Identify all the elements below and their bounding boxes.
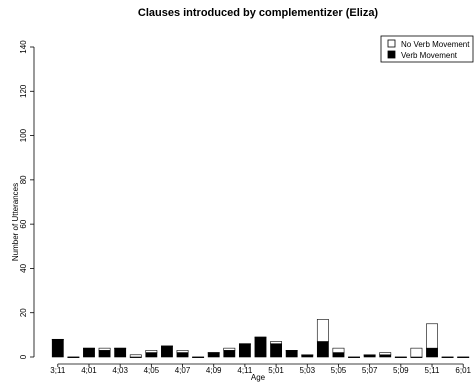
bar-verb-movement (223, 350, 236, 358)
x-tick-label: 4;11 (237, 366, 253, 375)
bar-no-verb-movement (363, 354, 376, 356)
x-tick-label: 4;05 (144, 366, 160, 375)
x-axis: 3;11 4;01 4;03 4;05 4;07 4;09 4;11 5;01 5;03 5;05… (50, 363, 472, 375)
x-tick-label: 5;11 (425, 366, 441, 375)
y-tick-label: 40 (19, 263, 28, 272)
bar-no-verb-movement (83, 347, 95, 350)
bar-no-verb-movement (270, 341, 283, 345)
bar-no-verb-movement (301, 354, 314, 356)
bar-no-verb-movement (410, 347, 423, 358)
y-tick-label: 0 (19, 354, 28, 359)
y-tick-label: 140 (19, 40, 28, 54)
bar-verb-movement (270, 343, 283, 358)
y-tick-label: 80 (19, 175, 28, 184)
bar-no-verb-movement (254, 336, 267, 338)
y-tick-label: 120 (19, 84, 28, 98)
y-tick-label: 60 (19, 219, 28, 228)
bars (51, 319, 470, 358)
legend-box (380, 35, 474, 63)
x-tick-label: 4;01 (81, 366, 97, 375)
bar-no-verb-movement (426, 323, 438, 349)
x-tick-label: 4;09 (206, 366, 222, 375)
bar-verb-movement (176, 352, 189, 358)
bar-verb-movement (51, 338, 64, 358)
bar-verb-movement (238, 343, 251, 358)
x-tick-label: 5;03 (299, 366, 315, 375)
bar-no-verb-movement (316, 319, 329, 342)
bar-verb-movement (114, 347, 127, 358)
legend-swatch (387, 50, 396, 59)
bar-verb-movement (285, 350, 298, 358)
y-tick-label: 100 (19, 128, 28, 142)
bar-no-verb-movement (98, 347, 111, 351)
legend-label: No Verb Movement (401, 40, 470, 49)
bar-no-verb-movement (441, 356, 454, 358)
x-tick-label: 4;07 (175, 366, 191, 375)
bar-no-verb-movement (192, 356, 205, 358)
y-tick-label: 20 (19, 308, 28, 317)
legend-swatch (387, 39, 396, 48)
bar-no-verb-movement (161, 345, 173, 347)
bar-no-verb-movement (207, 352, 220, 354)
bar-verb-movement (254, 336, 267, 358)
x-axis-label: Age (251, 373, 266, 382)
legend-label: Verb Movement (401, 51, 458, 60)
x-tick-label: 4;03 (112, 366, 128, 375)
bar-no-verb-movement (394, 356, 407, 358)
bar-no-verb-movement (176, 350, 189, 353)
bar-verb-movement (98, 350, 111, 358)
bar-no-verb-movement (379, 352, 392, 356)
bar-verb-movement (83, 347, 95, 358)
bar-no-verb-movement (51, 338, 64, 341)
bar-no-verb-movement (223, 347, 236, 351)
bar-no-verb-movement (67, 356, 80, 358)
x-tick-label: 6;01 (455, 366, 471, 375)
bar-no-verb-movement (348, 356, 360, 358)
bar-verb-movement (379, 354, 392, 358)
bar-verb-movement (426, 347, 438, 358)
bar-no-verb-movement (332, 347, 345, 353)
x-tick-label: 3;11 (50, 366, 66, 375)
x-tick-label: 5;05 (331, 366, 347, 375)
chart-title: Clauses introduced by complementizer (El… (138, 7, 379, 19)
bar-no-verb-movement (457, 356, 470, 358)
bar-no-verb-movement (114, 347, 127, 350)
bar-verb-movement (316, 341, 329, 358)
bar-no-verb-movement (238, 343, 251, 345)
x-tick-label: 5;07 (362, 366, 378, 375)
bar-no-verb-movement (129, 354, 142, 358)
bar-verb-movement (332, 352, 345, 358)
bar-verb-movement (145, 352, 158, 358)
bar-no-verb-movement (285, 350, 298, 352)
legend: No Verb Movement Verb Movement (380, 35, 474, 63)
y-axis-label: Number of Utterances (11, 183, 20, 261)
bar-verb-movement (161, 345, 173, 358)
bar-no-verb-movement (145, 350, 158, 353)
y-axis: 0 20 40 60 80 100 120 140 (19, 40, 35, 359)
x-tick-label: 5;01 (268, 366, 284, 375)
x-tick-label: 5;09 (393, 366, 409, 375)
